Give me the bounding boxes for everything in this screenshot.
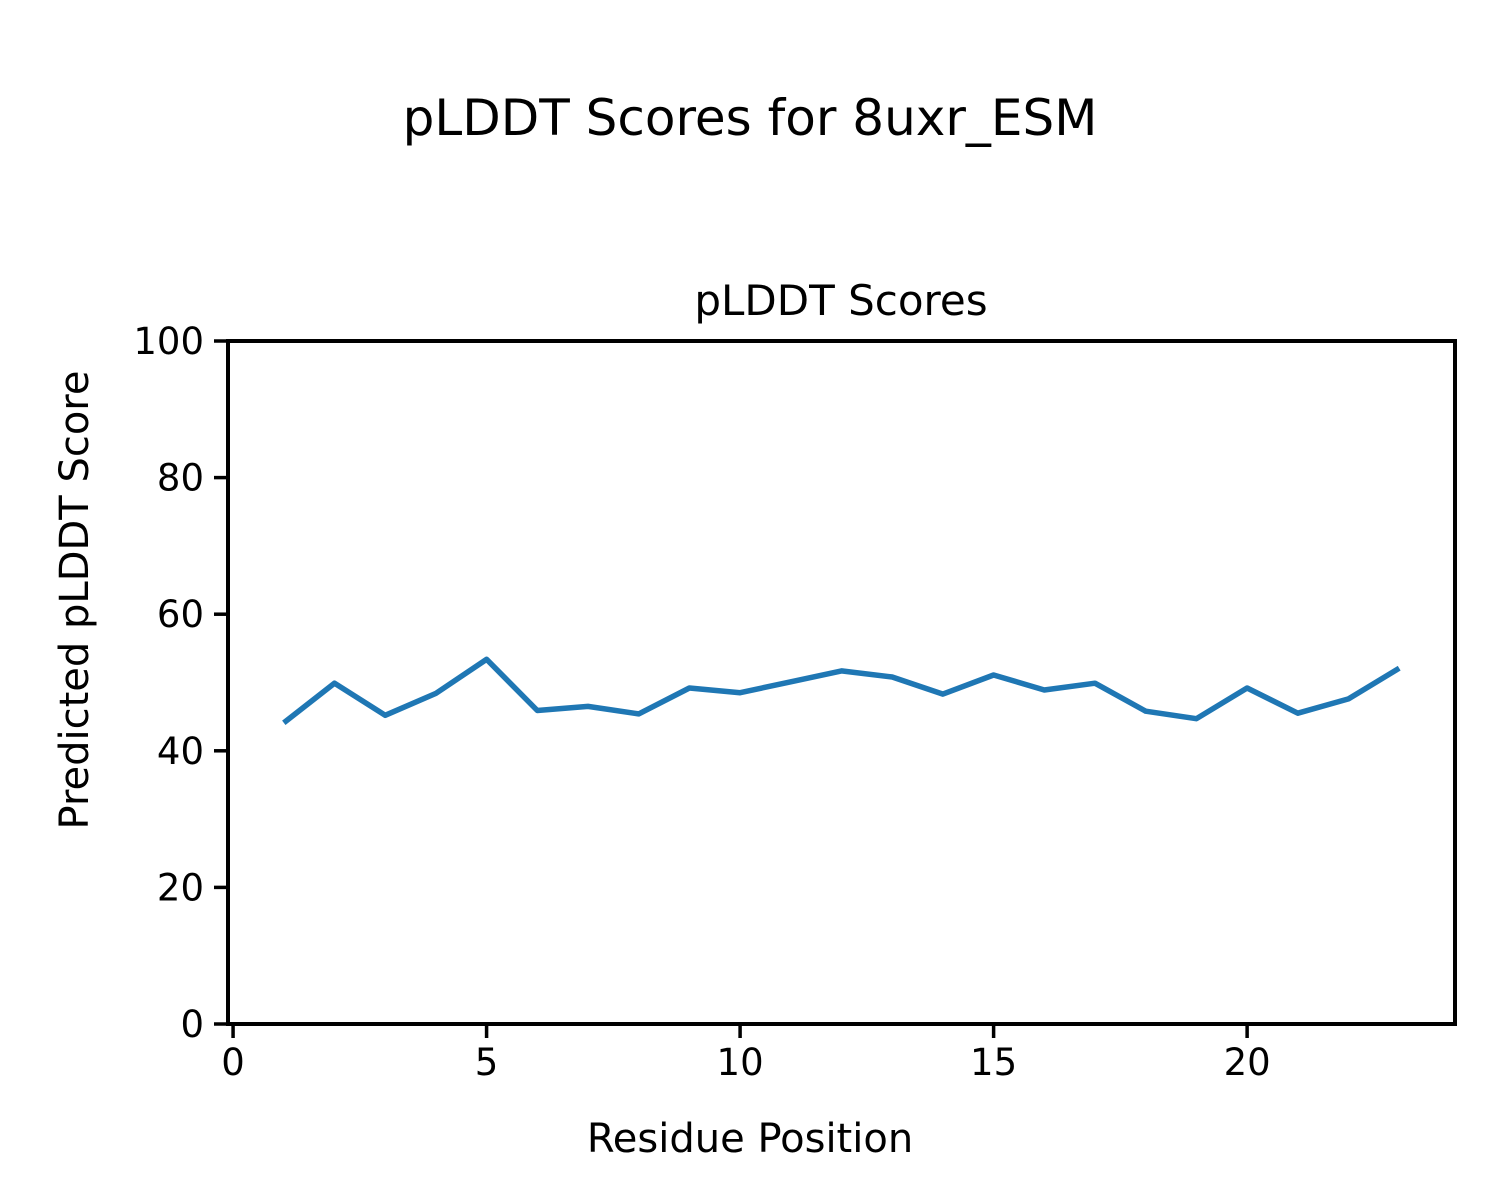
- x-tick-label: 0: [221, 1041, 245, 1084]
- figure-title: pLDDT Scores for 8uxr_ESM: [403, 89, 1098, 147]
- x-axis-label: Residue Position: [587, 1116, 913, 1162]
- y-tick-label: 0: [180, 1003, 204, 1046]
- y-axis-ticks: 0 20 40 60 80 100: [133, 320, 228, 1046]
- x-tick-label: 20: [1224, 1041, 1271, 1084]
- y-tick-label: 20: [157, 866, 204, 909]
- x-tick-label: 15: [970, 1041, 1017, 1084]
- chart-title: pLDDT Scores: [694, 276, 987, 325]
- x-tick-label: 5: [475, 1041, 499, 1084]
- y-tick-label: 60: [157, 593, 204, 636]
- plddt-line: [282, 656, 1401, 725]
- x-tick-label: 10: [717, 1041, 764, 1084]
- y-tick-label: 80: [157, 457, 204, 500]
- y-axis-label: Predicted pLDDT Score: [52, 371, 98, 830]
- y-tick-label: 100: [133, 320, 204, 363]
- x-axis-ticks: 0 5 10 15 20: [221, 1024, 1271, 1084]
- plot-area: [226, 339, 1457, 1026]
- y-tick-label: 40: [157, 730, 204, 773]
